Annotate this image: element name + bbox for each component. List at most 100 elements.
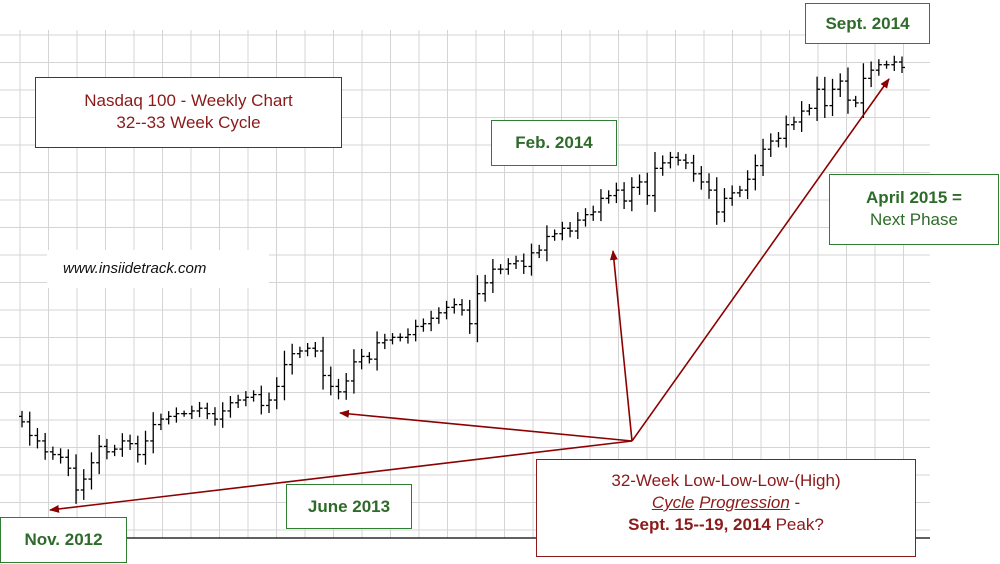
price-bar — [312, 341, 319, 358]
price-bar — [26, 411, 33, 446]
cycle-note-dash: - — [789, 493, 801, 512]
price-bar — [196, 401, 203, 418]
price-bar — [320, 336, 327, 390]
price-bar — [528, 243, 535, 276]
cycle-note-line2: Cycle Progression - — [537, 492, 915, 514]
arrow-to-nov-2012 — [49, 440, 633, 513]
price-bar — [65, 449, 72, 477]
price-bar — [459, 299, 465, 316]
price-bar — [752, 154, 759, 191]
price-bar — [242, 391, 249, 407]
price-bar — [389, 333, 396, 345]
price-bar — [520, 253, 527, 274]
cycle-note-line1: 32-Week Low-Low-Low-(High) — [611, 471, 841, 490]
arrow-to-sept-2014 — [631, 78, 890, 442]
price-bar — [304, 342, 311, 357]
cycle-note-line3: Sept. 15--19, 2014 Peak? — [537, 514, 915, 536]
price-bar — [103, 438, 110, 460]
price-bar — [366, 352, 373, 364]
cycle-note-peak: Peak? — [770, 515, 824, 534]
price-bar — [165, 411, 172, 425]
price-bar — [350, 349, 357, 394]
price-bar — [489, 259, 496, 293]
website-label: www.insiidetrack.com — [47, 250, 269, 288]
price-bar — [412, 319, 419, 342]
progression-word: Progression — [699, 493, 790, 512]
price-bar — [505, 258, 512, 275]
price-bar — [435, 307, 442, 324]
price-bar — [574, 212, 581, 239]
june-2013-label: June 2013 — [286, 484, 412, 529]
price-bar — [281, 350, 288, 401]
price-bar — [404, 328, 411, 344]
price-bar — [474, 275, 481, 343]
cycle-word: Cycle — [651, 493, 695, 512]
price-bar — [173, 407, 180, 423]
april-2015-line2: Next Phase — [870, 210, 958, 229]
price-bar — [73, 454, 80, 504]
nov-2012-label: Nov. 2012 — [0, 517, 127, 563]
price-bar — [667, 151, 674, 169]
price-bar — [852, 95, 859, 108]
price-bar — [644, 172, 651, 205]
cycle-note-dates: Sept. 15--19, 2014 — [628, 515, 771, 534]
price-bar — [250, 390, 257, 402]
price-bar — [420, 318, 427, 332]
price-bars — [19, 55, 905, 504]
april-2015-box: April 2015 = Next Phase — [829, 174, 999, 245]
price-bar — [844, 67, 851, 114]
price-bar — [628, 177, 635, 212]
price-bar — [783, 115, 790, 148]
price-bar — [57, 448, 64, 464]
price-bar — [482, 274, 489, 302]
price-bar — [204, 402, 211, 420]
price-bar — [736, 185, 743, 198]
price-bar — [690, 154, 697, 182]
price-bar — [111, 444, 118, 457]
price-bar — [891, 55, 898, 71]
price-bar — [227, 396, 234, 418]
price-bar — [860, 63, 867, 118]
price-bar — [821, 76, 828, 119]
price-bar — [466, 299, 473, 334]
price-bar — [358, 348, 365, 370]
price-bar — [613, 182, 620, 204]
price-bar — [374, 331, 381, 371]
price-bar — [134, 435, 141, 463]
price-bar — [34, 427, 41, 449]
price-bar — [258, 385, 265, 415]
price-bar — [744, 170, 751, 200]
price-bar — [605, 190, 612, 204]
price-bar — [513, 255, 520, 270]
price-bar — [883, 60, 890, 69]
price-bar — [289, 343, 296, 375]
price-bar — [775, 132, 782, 148]
price-bar — [806, 104, 813, 116]
price-bar — [682, 153, 689, 170]
price-bar — [211, 407, 218, 426]
price-bar — [798, 101, 805, 132]
price-bar — [829, 78, 836, 117]
price-bar — [127, 434, 134, 450]
price-bar — [266, 392, 273, 413]
arrow-to-feb-2014 — [609, 250, 633, 442]
feb-2014-label: Feb. 2014 — [491, 120, 617, 166]
price-bar — [181, 410, 188, 417]
price-bar — [760, 138, 767, 177]
price-bar — [443, 300, 450, 320]
price-bar — [88, 452, 95, 490]
price-bar — [551, 229, 558, 241]
price-bar — [767, 133, 774, 157]
price-bar — [157, 413, 164, 431]
price-bar — [397, 333, 404, 342]
chart-title-line1: Nasdaq 100 - Weekly Chart — [84, 91, 293, 110]
price-bar — [814, 76, 821, 121]
chart-title-box: Nasdaq 100 - Weekly Chart 32--33 Week Cy… — [35, 77, 342, 148]
price-bar — [80, 469, 87, 500]
price-bar — [49, 446, 56, 460]
price-bar — [335, 378, 342, 400]
price-bar — [729, 185, 736, 206]
price-bar — [327, 366, 334, 396]
price-bar — [659, 155, 666, 176]
price-bar — [706, 173, 713, 199]
